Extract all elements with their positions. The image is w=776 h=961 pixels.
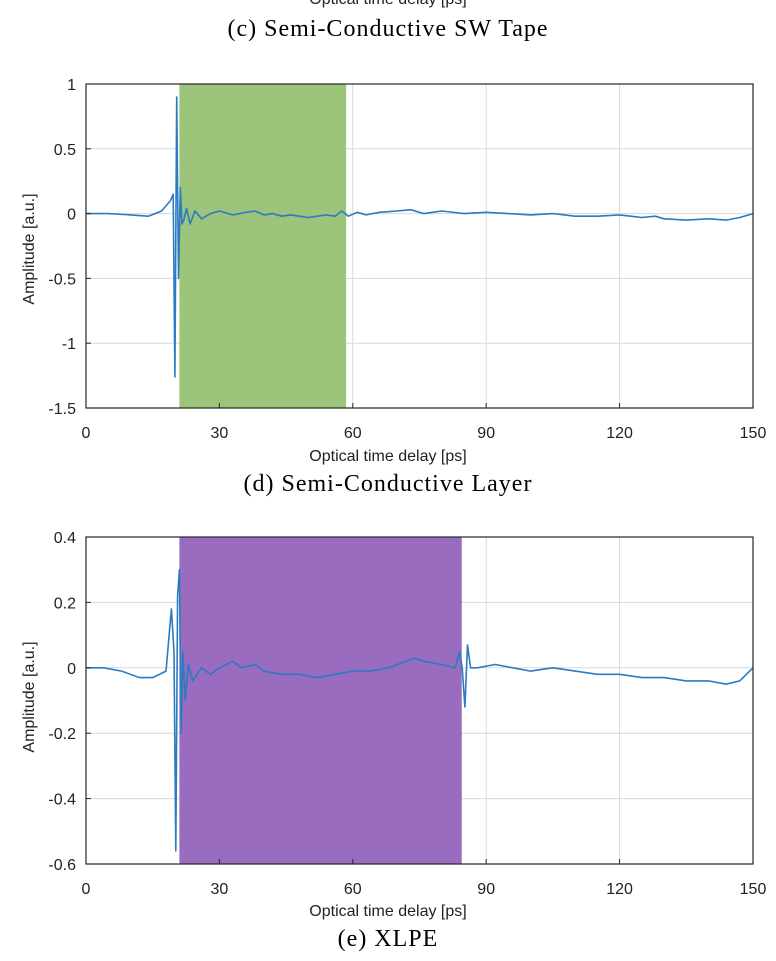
chart-e-axes-box [85,536,754,865]
chart-d-ytick-label: 0.5 [54,142,76,159]
chart-e-highlight-region [179,537,462,864]
chart-d-xtick-label: 150 [740,425,767,442]
chart-e-xtick-label: 120 [606,881,633,898]
chart-e-ytick-label: 0.2 [54,595,76,612]
chart-d-ylabel: Amplitude [a.u.] [21,193,38,305]
chart-e-ytick-label: -0.4 [48,792,76,809]
chart-d-axes-box [85,83,754,409]
caption-c: (c) Semi-Conductive SW Tape [227,16,549,42]
chart-d-ytick-label: 0 [67,207,76,224]
caption-e: (e) XLPE [337,926,439,952]
chart-e-ylabel: Amplitude [a.u.] [21,641,38,753]
chart-e-xtick-label: 30 [211,881,229,898]
chart-e-ytick-label: -0.2 [48,726,76,743]
caption-d: (d) Semi-Conductive Layer [243,471,533,497]
chart-e-ytick-label: 0.4 [54,530,76,547]
chart-d-xtick-label: 90 [477,425,495,442]
chart-d-xtick-label: 60 [344,425,362,442]
chart-e-xtick-label: 60 [344,881,362,898]
chart-d-ytick-label: 1 [67,77,76,94]
chart-d-ytick-label: -1.5 [48,401,76,418]
chart-d-xtick-label: 120 [606,425,633,442]
chart-e-ytick-label: -0.6 [48,857,76,874]
chart-d-ytick-label: -1 [62,336,76,353]
top-xlabel: Optical time delay [ps] [0,0,776,9]
chart-e-xlabel: Optical time delay [ps] [309,903,467,920]
chart-d-xlabel: Optical time delay [ps] [309,448,467,465]
chart-e-ytick-label: 0 [67,661,76,678]
chart-d-highlight-region [179,84,347,408]
chart-e: 0 30 60 90 120 150 -0.6 -0.4 -0.2 0 0.2 0.4 [48,530,767,898]
chart-e-xtick-label: 90 [477,881,495,898]
chart-e-xtick-label: 150 [740,881,767,898]
chart-d-xtick-label: 0 [82,425,91,442]
chart-d-series-line [86,96,754,378]
chart-d-ytick-label: -0.5 [48,271,76,288]
chart-e-series-line [86,568,754,852]
chart-d-xtick-label: 30 [211,425,229,442]
chart-d: 0 30 60 90 120 150 -1.5 -1 -0.5 0 0.5 1 [48,77,767,442]
chart-e-xtick-label: 0 [82,881,91,898]
